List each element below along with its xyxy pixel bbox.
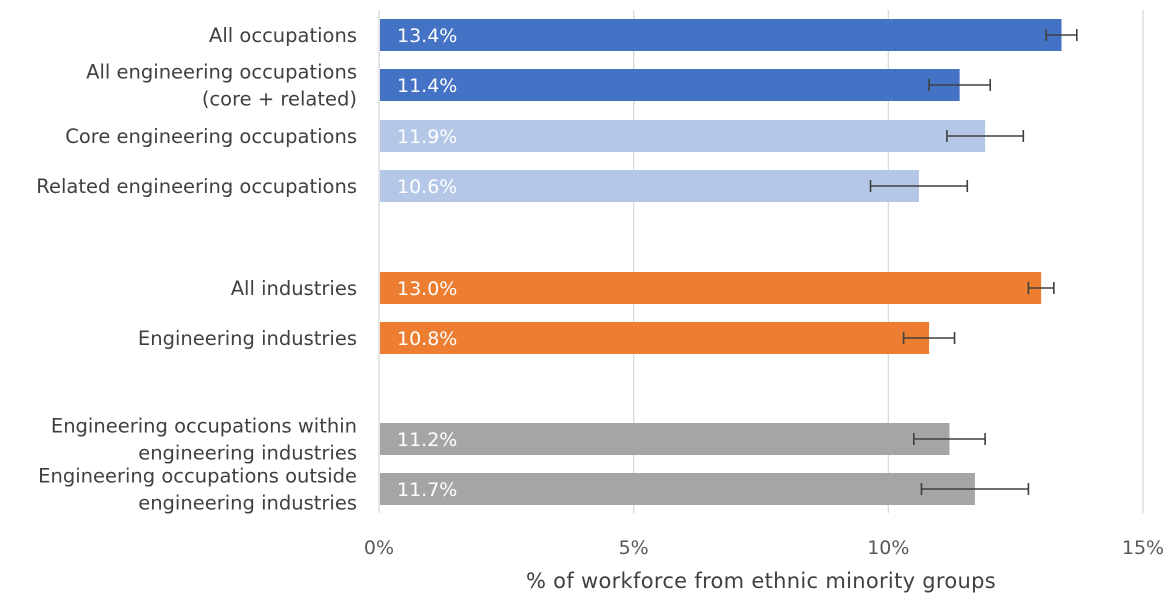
x-tick-label: 15% [1122,537,1164,559]
data-label: 11.2% [397,429,457,451]
data-label: 13.0% [397,278,457,300]
bar [380,322,930,354]
bar [380,473,975,505]
error-bar [920,483,1030,495]
category-label: Engineering occupations outside [38,465,357,488]
category-label: Related engineering occupations [36,175,357,198]
bar [380,69,960,101]
error-bar [1045,29,1078,41]
data-label: 10.8% [397,328,457,350]
category-label: All occupations [209,24,357,47]
data-label: 11.4% [397,75,457,97]
category-label: (core + related) [202,88,357,111]
error-bar [946,130,1025,142]
bar [380,19,1062,51]
error-bar [1027,282,1055,294]
x-tick-label: 0% [364,537,394,559]
error-bars [869,29,1078,495]
data-label: 11.9% [397,126,457,148]
category-labels: All occupations All engineering occupatio… [36,24,357,515]
error-bar [869,180,969,192]
category-label: Core engineering occupations [65,125,357,148]
category-label: Engineering occupations within [51,415,357,438]
data-label: 10.6% [397,176,457,198]
error-bar [928,79,992,91]
bar [380,170,919,202]
bar [380,120,986,152]
x-tick-label: 10% [867,537,909,559]
bars: 13.4% 11.4% 11.9% 10.6% 13.0% 10.8% 11.2% 11.7% [380,19,1062,505]
category-label: All industries [231,277,357,300]
x-axis-ticks: 0% 5% 10% 15% [364,537,1164,559]
x-axis-title: % of workforce from ethnic minority grou… [526,569,996,593]
bar [380,272,1042,304]
category-label: Engineering industries [138,327,357,350]
data-label: 13.4% [397,25,457,47]
data-label: 11.7% [397,479,457,501]
error-bar [912,433,986,445]
error-bar [902,332,956,344]
category-label: All engineering occupations [86,61,357,84]
x-tick-label: 5% [619,537,649,559]
bar [380,423,950,455]
category-label: engineering industries [138,492,357,515]
category-label: engineering industries [138,442,357,465]
